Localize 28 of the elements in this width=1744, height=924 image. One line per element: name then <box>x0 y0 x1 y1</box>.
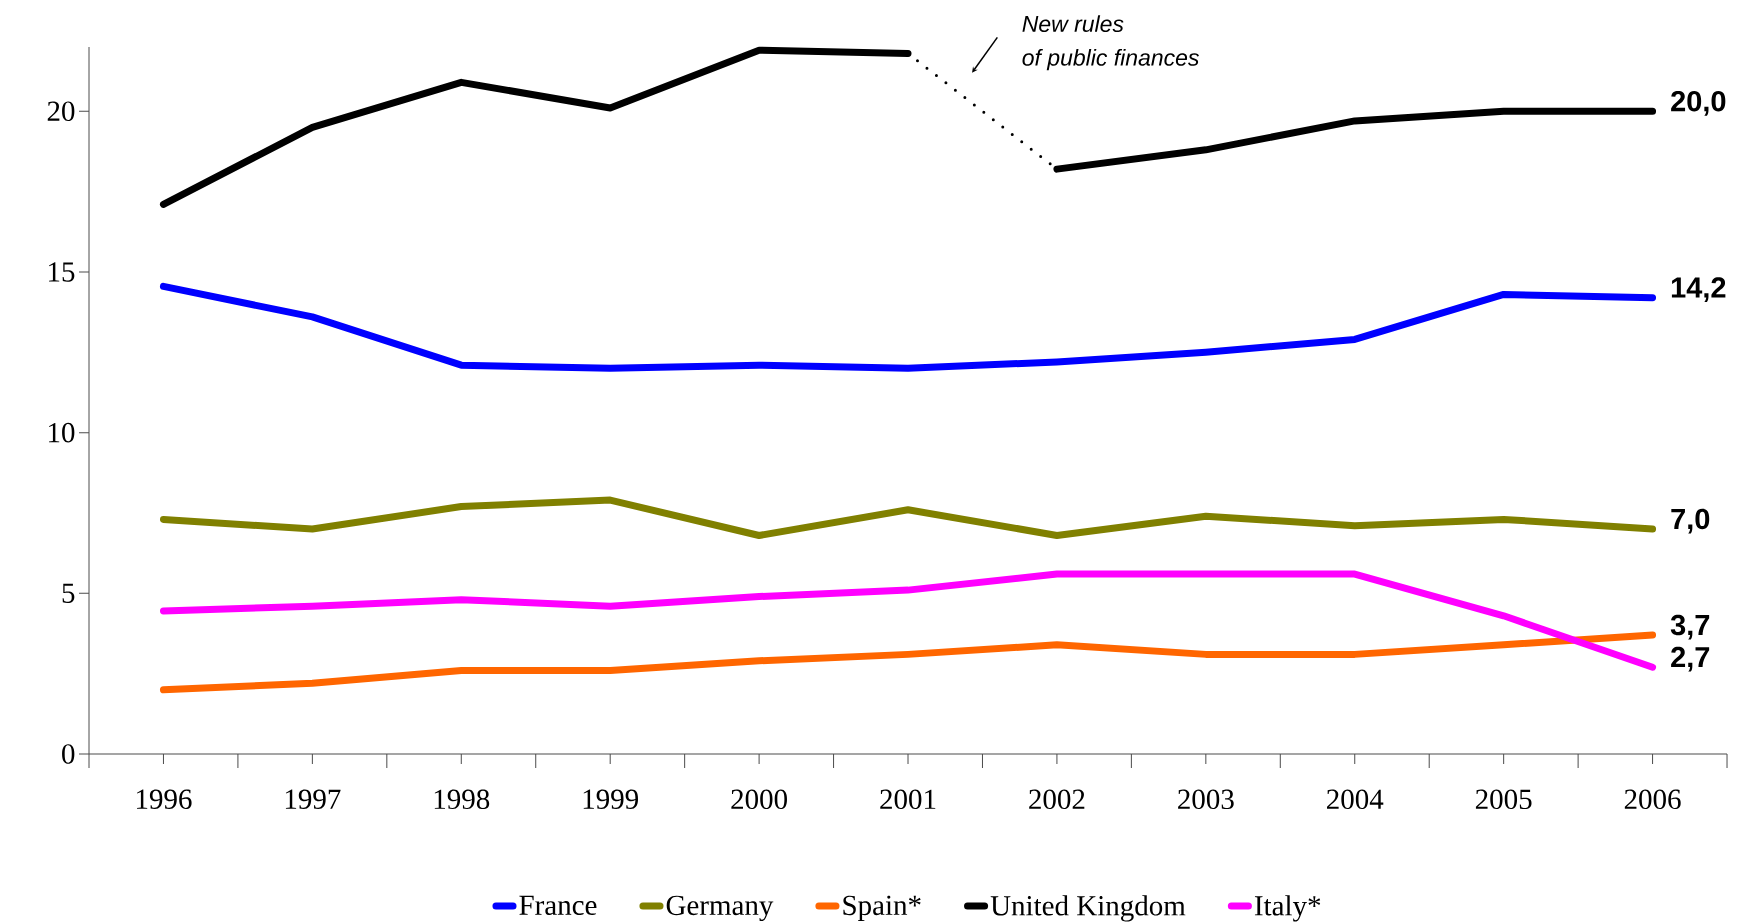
annotation: of public finances <box>1022 48 1199 71</box>
x-tick-label: 2003 <box>1178 789 1234 810</box>
data-label: 2,7 <box>1671 646 1710 672</box>
legend-label: Germany <box>666 895 774 922</box>
y-tick-label: 5 <box>62 583 75 603</box>
data-label: 7,0 <box>1671 508 1710 534</box>
data-label: 20,0 <box>1671 90 1726 116</box>
legend-label: United Kingdom <box>990 895 1186 922</box>
y-tick-label: 10 <box>49 422 75 443</box>
legend-label: France <box>519 895 597 916</box>
x-tick-label: 1997 <box>285 789 341 810</box>
x-tick-label: 2004 <box>1327 789 1384 810</box>
x-tick-label: 1998 <box>434 789 490 810</box>
text: New rules <box>1022 15 1124 33</box>
legend-label: Italy* <box>1254 895 1321 922</box>
x-tick-label: 1996 <box>137 789 192 810</box>
x-tick-label: 1999 <box>583 789 639 810</box>
y-tick-label: 15 <box>49 262 75 282</box>
y-tick-label: 20 <box>47 101 75 122</box>
data-label: 3,7 <box>1670 614 1710 640</box>
x-tick-label: 2001 <box>880 789 936 810</box>
legend-label: Spain* <box>843 895 921 922</box>
x-tick-label: 2000 <box>731 789 787 810</box>
x-tick-label: 2006 <box>1624 789 1681 810</box>
data-label: 14,2 <box>1671 277 1726 303</box>
x-tick-label: 2002 <box>1029 789 1085 810</box>
x-tick-label: 2005 <box>1475 789 1532 810</box>
y-tick-label: 0 <box>62 744 75 764</box>
